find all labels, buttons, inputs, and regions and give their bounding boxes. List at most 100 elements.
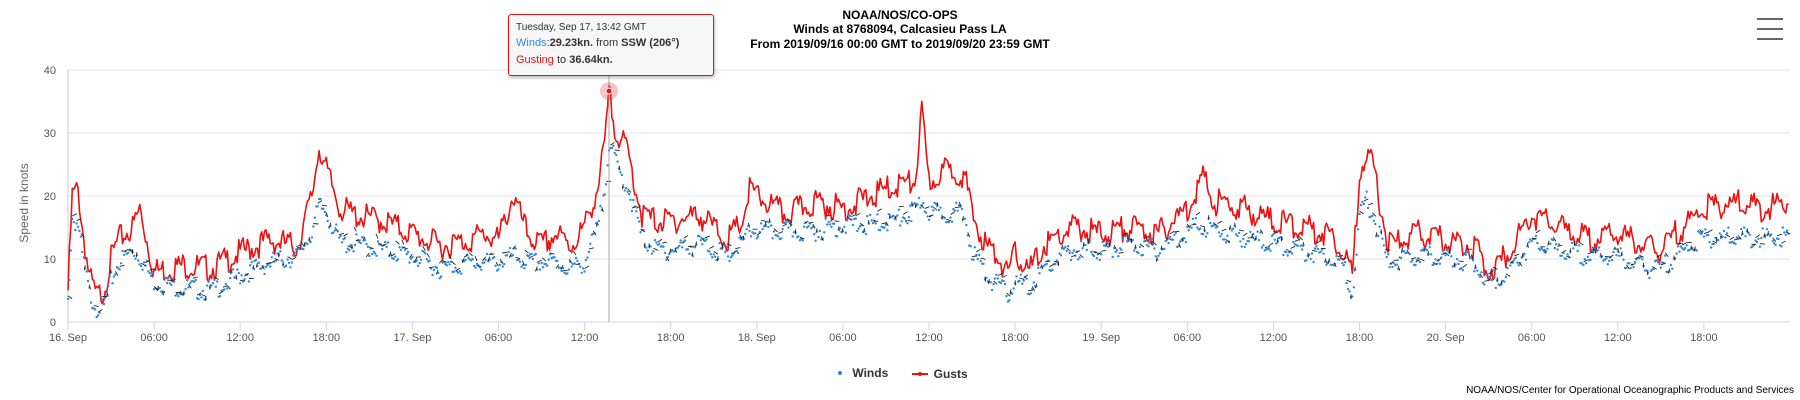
winds-point — [926, 215, 929, 218]
winds-point — [916, 203, 919, 206]
y-tick-label: 10 — [44, 254, 56, 266]
wind-direction-arrow — [482, 256, 486, 262]
winds-point — [573, 262, 576, 265]
winds-point — [494, 264, 497, 267]
wind-direction-arrow — [1419, 258, 1425, 262]
winds-point — [224, 282, 227, 286]
winds-point — [587, 250, 591, 254]
wind-direction-arrow — [365, 252, 370, 258]
winds-point — [646, 249, 649, 252]
winds-point — [1262, 244, 1265, 247]
winds-point — [134, 257, 137, 260]
winds-point — [560, 269, 563, 273]
winds-point — [1480, 271, 1483, 274]
wind-direction-arrow — [1280, 236, 1283, 242]
wind-direction-arrow — [1535, 229, 1541, 234]
winds-point — [1183, 237, 1186, 240]
winds-point — [635, 210, 638, 213]
winds-point — [1509, 264, 1512, 267]
credits[interactable]: NOAA/NOS/Center for Operational Oceanogr… — [1466, 385, 1794, 396]
winds-point — [1467, 250, 1470, 254]
wind-direction-arrow — [463, 254, 469, 258]
winds-point — [1477, 273, 1480, 276]
winds-point — [1270, 234, 1274, 237]
wind-direction-arrow — [1264, 246, 1270, 248]
wind-direction-arrow — [1690, 245, 1693, 251]
winds-point — [771, 237, 774, 240]
winds-point — [907, 216, 911, 219]
winds-point — [1619, 247, 1622, 250]
winds-point — [1186, 225, 1189, 228]
winds-point — [850, 218, 853, 221]
winds-point — [338, 236, 341, 239]
wind-direction-arrow — [353, 226, 357, 232]
winds-point — [1589, 258, 1592, 261]
winds-point — [1517, 264, 1521, 267]
winds-point — [1438, 262, 1442, 265]
winds-point — [1325, 263, 1328, 266]
winds-point — [371, 252, 374, 256]
winds-point — [1629, 266, 1632, 270]
winds-point — [856, 229, 859, 233]
winds-point — [1685, 244, 1688, 247]
wind-direction-arrow — [984, 276, 986, 282]
winds-point — [745, 228, 748, 231]
legend-item-gusts[interactable]: Gusts — [911, 367, 968, 381]
wind-direction-arrow — [851, 214, 857, 217]
winds-point — [785, 220, 789, 223]
winds-point — [722, 244, 725, 247]
winds-point — [1310, 252, 1314, 255]
winds-point — [348, 249, 351, 252]
wind-direction-arrow — [1656, 254, 1662, 258]
winds-point — [1529, 238, 1532, 241]
winds-point — [140, 264, 143, 268]
winds-point — [200, 296, 203, 299]
winds-point — [1236, 234, 1239, 238]
wind-direction-arrow — [1544, 248, 1547, 254]
wind-direction-arrow — [1712, 240, 1718, 244]
wind-direction-arrow — [657, 238, 663, 243]
winds-point — [1058, 252, 1061, 255]
wind-direction-arrow — [83, 265, 86, 271]
winds-point — [996, 277, 1000, 280]
winds-point — [556, 259, 559, 263]
winds-point — [917, 196, 921, 200]
wind-direction-arrow — [572, 250, 577, 256]
wind-direction-arrow — [1342, 257, 1347, 261]
wind-direction-arrow — [97, 309, 103, 313]
winds-point — [207, 280, 210, 283]
x-tick-label: 06:00 — [1518, 332, 1546, 344]
winds-point — [1168, 235, 1172, 239]
winds-point — [1069, 258, 1073, 262]
wind-direction-arrow — [1547, 240, 1550, 246]
winds-point — [754, 232, 757, 235]
legend-item-winds[interactable]: Winds — [832, 366, 888, 380]
winds-point — [1536, 241, 1539, 245]
wind-direction-arrow — [536, 259, 542, 263]
wind-direction-arrow — [1707, 229, 1713, 233]
winds-point — [711, 256, 714, 259]
wind-direction-arrow — [162, 290, 165, 296]
winds-point — [645, 246, 648, 249]
winds-point — [989, 281, 992, 284]
wind-direction-arrow — [1639, 254, 1644, 258]
wind-direction-arrow — [438, 259, 443, 264]
winds-point — [1131, 238, 1135, 242]
winds-point — [1428, 245, 1432, 249]
winds-point — [1138, 245, 1142, 249]
chart-context-menu-button[interactable] — [1757, 18, 1783, 44]
wind-direction-arrow — [790, 221, 792, 227]
winds-point — [1395, 263, 1399, 266]
winds-point — [422, 250, 426, 253]
wind-direction-arrow — [1207, 215, 1210, 221]
winds-point — [950, 220, 954, 223]
winds-point — [538, 268, 542, 271]
series-layer[interactable] — [66, 84, 1790, 319]
wind-direction-arrow — [808, 221, 814, 224]
winds-point — [1163, 247, 1166, 251]
winds-point — [1290, 252, 1294, 255]
wind-direction-arrow — [149, 268, 155, 271]
winds-point — [1045, 262, 1048, 266]
wind-direction-arrow — [907, 219, 913, 222]
winds-point — [1243, 245, 1246, 249]
